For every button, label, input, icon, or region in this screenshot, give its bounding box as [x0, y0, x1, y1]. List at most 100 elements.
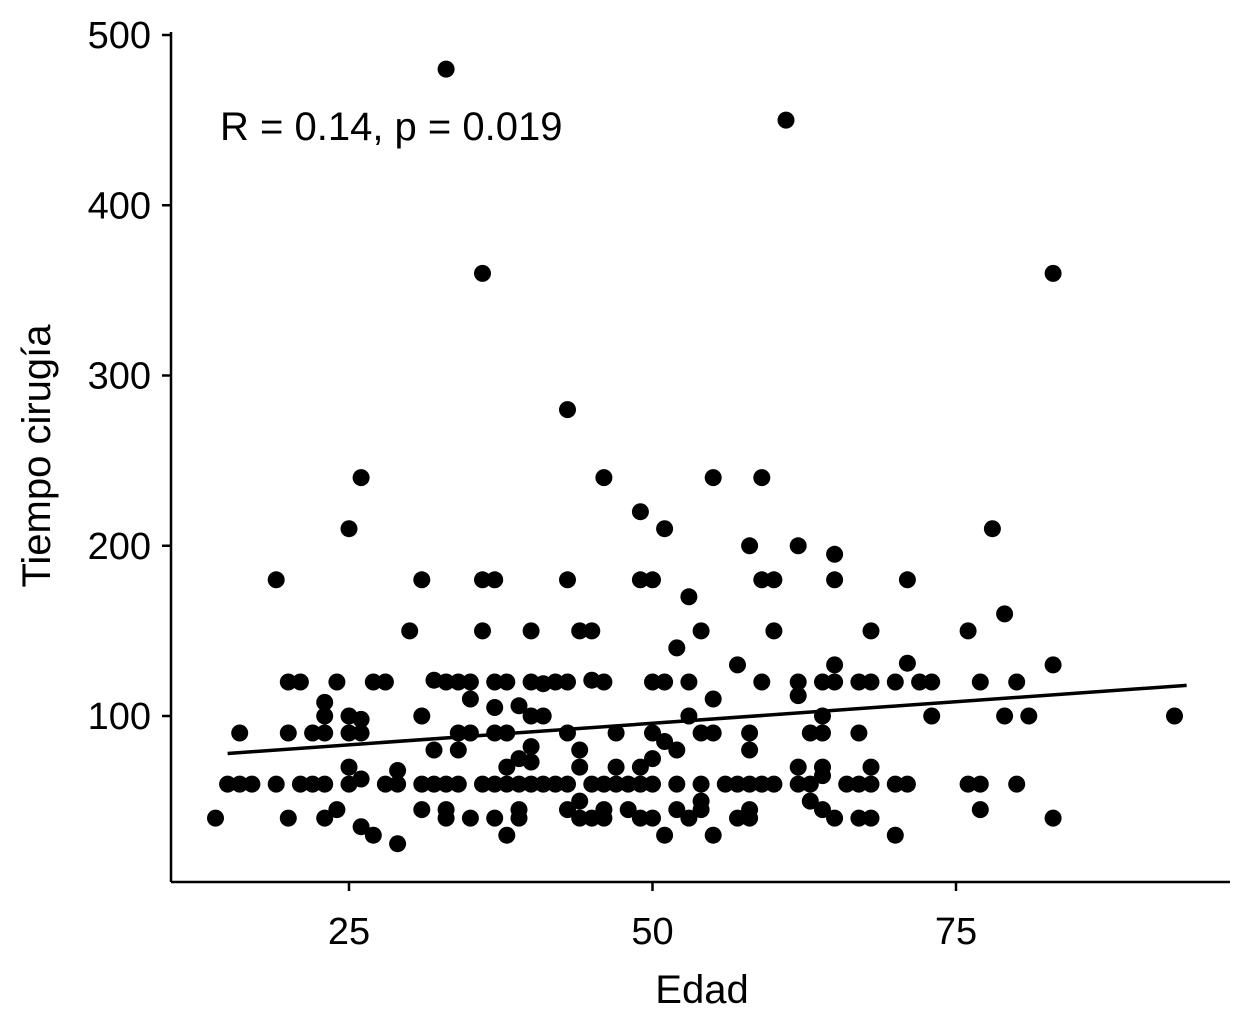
data-point	[437, 775, 455, 793]
data-point	[583, 809, 601, 827]
data-point	[522, 622, 540, 640]
data-point	[534, 707, 552, 725]
data-point	[704, 724, 722, 742]
data-point	[559, 775, 576, 793]
data-point	[668, 775, 686, 793]
data-point	[219, 775, 237, 793]
data-point	[631, 758, 649, 776]
data-point	[340, 758, 358, 776]
data-point	[911, 673, 929, 691]
data-point	[801, 775, 819, 793]
data-point	[595, 809, 613, 827]
y-tick-label: 500	[88, 15, 151, 57]
x-axis-title: Edad	[655, 968, 748, 1012]
data-point	[304, 724, 322, 742]
data-point	[971, 673, 989, 691]
data-point	[644, 809, 661, 827]
data-point	[328, 673, 346, 691]
data-point	[898, 571, 916, 589]
data-point	[352, 724, 370, 742]
data-point	[814, 673, 831, 691]
data-point	[789, 537, 807, 555]
data-point	[449, 775, 467, 793]
data-point	[231, 724, 249, 742]
data-point	[583, 775, 601, 793]
data-point	[753, 469, 771, 487]
data-point	[729, 775, 746, 793]
x-tick-label: 50	[631, 911, 673, 953]
data-point	[522, 753, 540, 771]
data-point	[510, 775, 528, 793]
data-point	[389, 835, 407, 853]
data-point	[425, 741, 443, 759]
data-point	[1166, 707, 1183, 725]
data-point	[498, 826, 516, 844]
y-axis-ticks: 100 200 300 400 500	[88, 15, 171, 738]
data-point	[546, 673, 564, 691]
data-point	[862, 673, 880, 691]
data-point	[704, 826, 722, 844]
data-point	[996, 707, 1014, 725]
data-point	[389, 762, 407, 779]
data-point	[631, 809, 649, 827]
data-point	[631, 503, 649, 521]
data-point	[376, 775, 394, 793]
data-point	[510, 809, 528, 827]
data-point	[571, 758, 589, 776]
data-point	[644, 750, 661, 768]
data-point	[765, 571, 783, 589]
data-point	[413, 775, 431, 793]
data-point	[559, 724, 576, 742]
data-point	[595, 775, 613, 793]
data-point	[692, 801, 710, 819]
data-point	[583, 622, 601, 640]
x-axis-ticks: 25 50 75	[328, 882, 977, 953]
data-point	[1008, 775, 1026, 793]
data-point	[923, 673, 941, 691]
data-point	[862, 622, 880, 640]
data-point	[680, 673, 698, 691]
data-point	[207, 809, 224, 827]
data-point	[838, 775, 856, 793]
data-point	[279, 809, 297, 827]
data-point	[668, 741, 686, 759]
data-point	[449, 673, 467, 691]
data-point	[559, 801, 576, 819]
data-point	[631, 571, 649, 589]
data-point	[304, 775, 322, 793]
data-point	[826, 656, 844, 674]
data-point	[886, 673, 904, 691]
data-point	[741, 741, 759, 759]
data-point	[631, 775, 649, 793]
data-point	[644, 775, 661, 793]
data-point	[656, 733, 674, 750]
data-point	[522, 707, 540, 725]
data-point	[814, 801, 831, 819]
data-point	[996, 605, 1014, 623]
data-point	[389, 775, 407, 793]
data-point	[729, 809, 746, 827]
data-point	[1044, 264, 1062, 282]
data-point	[474, 571, 491, 589]
data-point	[729, 656, 746, 674]
data-point	[704, 469, 722, 487]
x-tick-label: 25	[328, 911, 370, 953]
data-point	[1044, 809, 1062, 827]
data-point	[522, 738, 540, 756]
data-point	[753, 775, 771, 793]
data-point	[571, 792, 589, 810]
data-point	[704, 690, 722, 708]
data-point	[595, 673, 613, 691]
data-point	[340, 724, 358, 742]
data-point	[486, 775, 504, 793]
data-point	[546, 775, 564, 793]
data-point	[765, 622, 783, 640]
data-point	[789, 758, 807, 776]
data-point	[656, 520, 674, 538]
data-point	[607, 758, 625, 776]
data-point	[461, 724, 479, 742]
data-point	[983, 520, 1001, 538]
data-point	[595, 469, 613, 487]
correlation-annotation: R = 0.14, p = 0.019	[220, 105, 562, 149]
